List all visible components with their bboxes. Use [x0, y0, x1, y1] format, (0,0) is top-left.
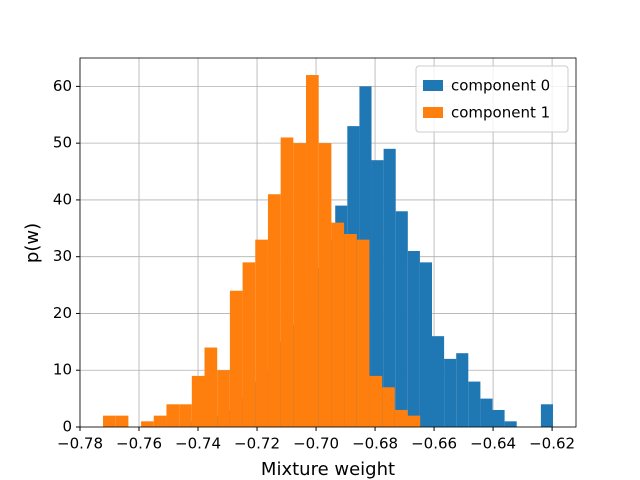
bar [504, 421, 517, 427]
y-tick-label: 50 [53, 134, 72, 152]
bar [103, 415, 116, 427]
bar [293, 143, 307, 427]
bar [371, 160, 384, 427]
x-tick-label: −0.70 [293, 435, 339, 453]
x-tick-label: −0.66 [411, 435, 457, 453]
bar [204, 347, 218, 427]
bar [318, 143, 332, 427]
plot-frame [79, 57, 577, 428]
bar [369, 375, 383, 427]
legend-label: component 0 [451, 77, 550, 95]
bar [141, 421, 154, 427]
y-tick-label: 60 [53, 77, 72, 95]
bar [356, 239, 370, 427]
bar [179, 404, 192, 427]
bar [382, 387, 395, 427]
bar [255, 239, 268, 427]
bar [383, 148, 396, 428]
bar [468, 381, 481, 427]
bar [407, 251, 420, 427]
bar [217, 370, 230, 427]
bar [395, 211, 408, 427]
bar [432, 336, 445, 427]
bar [166, 404, 180, 427]
x-tick-label: −0.74 [175, 435, 221, 453]
bar [456, 353, 469, 427]
legend-swatch [423, 107, 443, 118]
y-tick-label: 0 [62, 418, 72, 436]
y-tick-label: 20 [53, 304, 72, 322]
legend-label: component 1 [451, 104, 550, 122]
x-tick-label: −0.64 [470, 435, 516, 453]
bar [394, 409, 408, 427]
bar [480, 398, 493, 427]
bar [115, 415, 129, 427]
x-tick-label: −0.68 [352, 435, 398, 453]
legend-swatch [423, 80, 443, 91]
bar [344, 233, 357, 427]
bar [444, 358, 457, 427]
bar [280, 137, 294, 427]
bar [407, 415, 421, 427]
bar [306, 75, 319, 428]
x-tick-label: −0.62 [529, 435, 575, 453]
bar [242, 262, 256, 427]
y-axis-label: p(w) [22, 223, 43, 263]
bar [153, 415, 167, 427]
legend-box [415, 65, 569, 133]
bar [331, 222, 345, 427]
x-tick-label: −0.76 [116, 435, 162, 453]
bar [229, 290, 243, 427]
x-axis-label: Mixture weight [261, 459, 395, 480]
bar [492, 409, 505, 427]
bar [419, 262, 433, 427]
bar [191, 375, 205, 427]
bar [267, 194, 281, 427]
bar [540, 404, 553, 427]
x-tick-label: −0.72 [234, 435, 280, 453]
y-tick-label: 40 [53, 190, 72, 208]
y-tick-label: 30 [53, 247, 72, 265]
x-tick-label: −0.78 [57, 435, 103, 453]
y-tick-label: 10 [53, 361, 72, 379]
